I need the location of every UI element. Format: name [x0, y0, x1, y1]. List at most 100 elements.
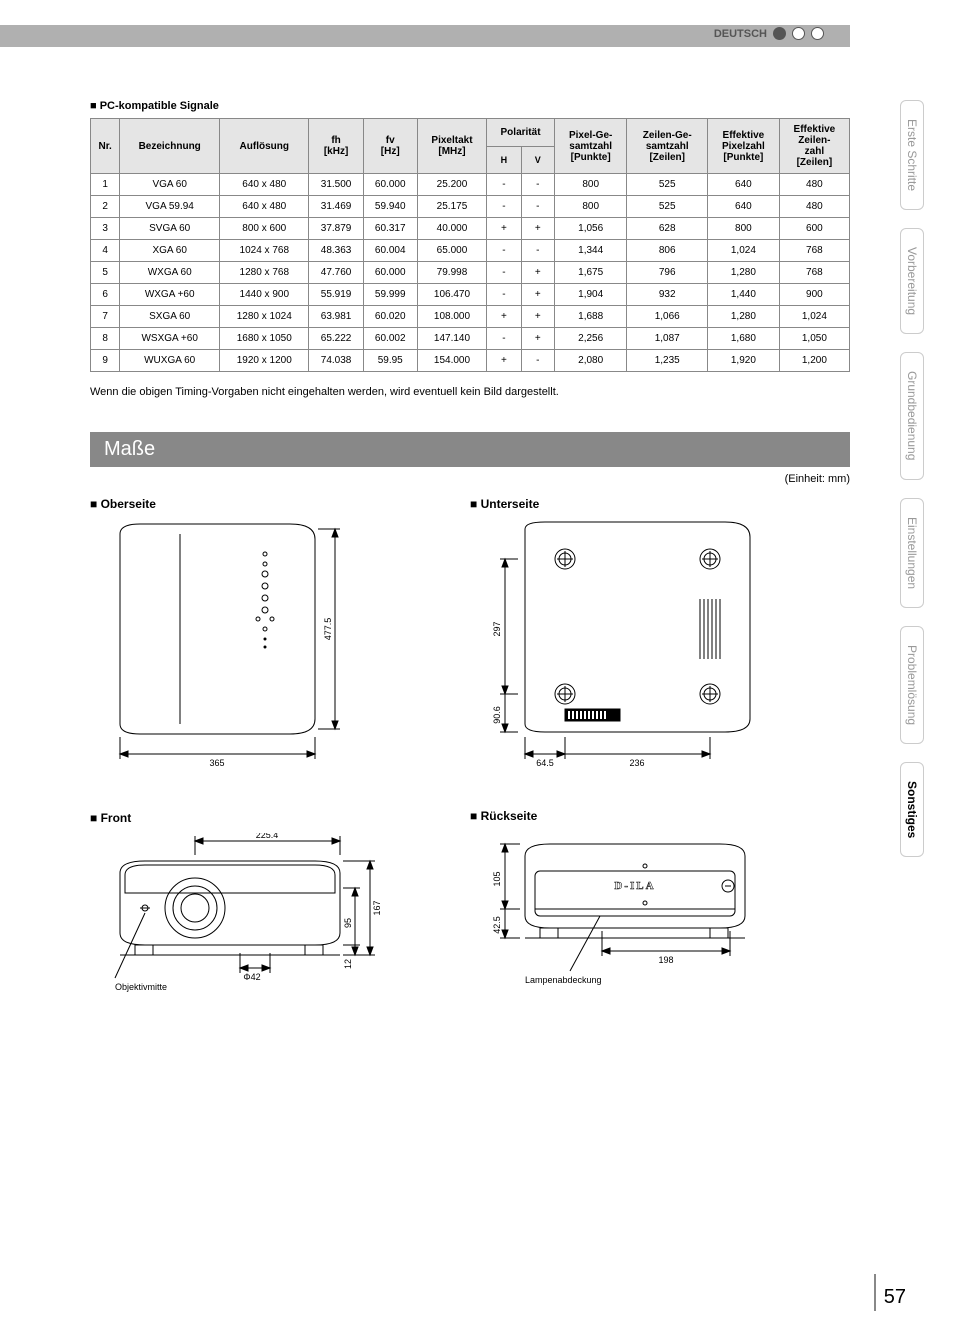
table-cell: 1,440	[708, 284, 780, 306]
table-cell: 106.470	[417, 284, 486, 306]
col-pixeltakt: Pixeltakt[MHz]	[417, 119, 486, 174]
diagram-bottom: Unterseite	[470, 497, 790, 779]
table-cell: 768	[779, 240, 849, 262]
table-cell: 7	[91, 306, 120, 328]
table-cell: 2,080	[554, 350, 627, 372]
table-row: 7SXGA 601280 x 102463.98160.020108.000++…	[91, 306, 850, 328]
table-cell: 60.317	[363, 218, 417, 240]
dim-front-width: 225.4	[256, 833, 279, 840]
table-cell: 59.940	[363, 196, 417, 218]
table-cell: 60.000	[363, 174, 417, 196]
table-cell: 768	[779, 262, 849, 284]
col-fh: fh[kHz]	[309, 119, 363, 174]
lamp-cover-label: Lampenabdeckung	[525, 975, 602, 985]
table-cell: +	[487, 218, 521, 240]
table-cell: 640	[708, 196, 780, 218]
table-cell: 59.999	[363, 284, 417, 306]
dim-top-height: 477.5	[323, 618, 333, 641]
table-cell: 1,235	[627, 350, 708, 372]
table-cell: 2,256	[554, 328, 627, 350]
table-cell: -	[521, 174, 554, 196]
side-tab[interactable]: Einstellungen	[900, 498, 924, 608]
table-cell: 1,050	[779, 328, 849, 350]
table-cell: 806	[627, 240, 708, 262]
col-aufloesung: Auflösung	[220, 119, 309, 174]
table-cell: 1,680	[708, 328, 780, 350]
table-cell: +	[487, 350, 521, 372]
table-cell: -	[521, 240, 554, 262]
table-cell: 1680 x 1050	[220, 328, 309, 350]
table-cell: VGA 60	[120, 174, 220, 196]
dim-front-h1: 167	[372, 900, 382, 915]
table-row: 4XGA 601024 x 76848.36360.00465.000--1,3…	[91, 240, 850, 262]
table-cell: 60.004	[363, 240, 417, 262]
dot-icon	[773, 27, 786, 40]
col-pol-v: V	[521, 147, 554, 174]
dimensions-section-title: Maße	[90, 432, 850, 467]
table-cell: 1,280	[708, 262, 780, 284]
page-number: 57	[874, 1274, 914, 1311]
table-cell: 640	[708, 174, 780, 196]
table-cell: 25.175	[417, 196, 486, 218]
signals-table: Nr. Bezeichnung Auflösung fh[kHz] fv[Hz]…	[90, 118, 850, 372]
diagram-top-svg: 365 477.5	[90, 519, 360, 779]
table-cell: 1,344	[554, 240, 627, 262]
table-cell: 1,904	[554, 284, 627, 306]
table-cell: 59.95	[363, 350, 417, 372]
col-pixelgesamt: Pixel-Ge-samtzahl[Punkte]	[554, 119, 627, 174]
table-cell: -	[487, 240, 521, 262]
table-cell: 628	[627, 218, 708, 240]
col-nr: Nr.	[91, 119, 120, 174]
side-tab[interactable]: Sonstiges	[900, 762, 924, 857]
table-cell: 525	[627, 174, 708, 196]
table-cell: -	[521, 196, 554, 218]
table-cell: +	[487, 306, 521, 328]
table-row: 6WXGA +601440 x 90055.91959.999106.470-+…	[91, 284, 850, 306]
table-cell: 1,056	[554, 218, 627, 240]
dot-icon	[811, 27, 824, 40]
table-cell: SVGA 60	[120, 218, 220, 240]
table-cell: 31.469	[309, 196, 363, 218]
side-tab[interactable]: Problemlösung	[900, 626, 924, 744]
lens-label: Objektivmitte	[115, 982, 167, 992]
table-cell: 800	[708, 218, 780, 240]
table-cell: 1,066	[627, 306, 708, 328]
dila-logo: D-ILA	[614, 880, 655, 892]
diagram-bottom-title: Unterseite	[470, 497, 790, 511]
diagram-top-title: Oberseite	[90, 497, 410, 511]
table-cell: 65.222	[309, 328, 363, 350]
table-cell: 63.981	[309, 306, 363, 328]
table-cell: -	[487, 328, 521, 350]
table-cell: 25.200	[417, 174, 486, 196]
table-cell: 3	[91, 218, 120, 240]
table-cell: 1,675	[554, 262, 627, 284]
table-cell: 8	[91, 328, 120, 350]
diagram-top: Oberseite	[90, 497, 410, 779]
table-cell: 1024 x 768	[220, 240, 309, 262]
table-cell: 37.879	[309, 218, 363, 240]
dim-back-w: 198	[658, 955, 673, 965]
table-row: 3SVGA 60800 x 60037.87960.31740.000++1,0…	[91, 218, 850, 240]
table-cell: -	[487, 196, 521, 218]
diagrams-container: Oberseite	[90, 497, 850, 1003]
side-tabs: Erste Schritte Vorbereitung Grundbedienung…	[900, 100, 924, 857]
table-cell: 108.000	[417, 306, 486, 328]
col-effpixel: EffektivePixelzahl[Punkte]	[708, 119, 780, 174]
col-pol-h: H	[487, 147, 521, 174]
table-cell: 1,280	[708, 306, 780, 328]
side-tab[interactable]: Erste Schritte	[900, 100, 924, 210]
diagram-front-svg: 225.4	[90, 833, 410, 1003]
side-tab[interactable]: Grundbedienung	[900, 352, 924, 479]
dim-bottom-wl: 64.5	[536, 758, 554, 768]
table-cell: 31.500	[309, 174, 363, 196]
side-tab[interactable]: Vorbereitung	[900, 228, 924, 334]
table-cell: 60.000	[363, 262, 417, 284]
col-zeilengesamt: Zeilen-Ge-samtzahl[Zeilen]	[627, 119, 708, 174]
diagram-back-title: Rückseite	[470, 809, 790, 823]
dim-back-h2: 42.5	[492, 916, 502, 934]
table-cell: 154.000	[417, 350, 486, 372]
dim-bottom-h1: 297	[492, 621, 502, 636]
dim-bottom-wr: 236	[629, 758, 644, 768]
table-cell: WUXGA 60	[120, 350, 220, 372]
table-cell: 800	[554, 196, 627, 218]
